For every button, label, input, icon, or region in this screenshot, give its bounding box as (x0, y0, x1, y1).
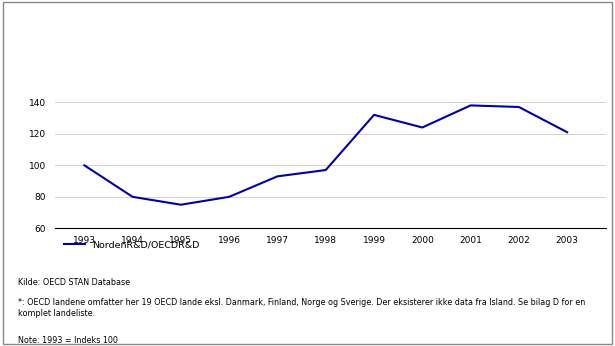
Text: Note: 1993 = Indeks 100: Note: 1993 = Indeks 100 (18, 336, 118, 345)
Text: Relativt forhold mellem nordens investeringer i Energi/Miljø FoU og OECD landene: Relativt forhold mellem nordens invester… (16, 60, 494, 69)
Text: Figur 5.15: Nordens investeringer i Energi/Miljø FoU ifht. OECD-landene*: Figur 5.15: Nordens investeringer i Ener… (16, 23, 460, 33)
Text: Kilde: OECD STAN Database: Kilde: OECD STAN Database (18, 278, 130, 287)
Legend: NordenR&D/OECDR&D: NordenR&D/OECDR&D (60, 237, 204, 253)
Text: *: OECD landene omfatter her 19 OECD lande eksl. Danmark, Finland, Norge og Sver: *: OECD landene omfatter her 19 OECD lan… (18, 298, 585, 318)
